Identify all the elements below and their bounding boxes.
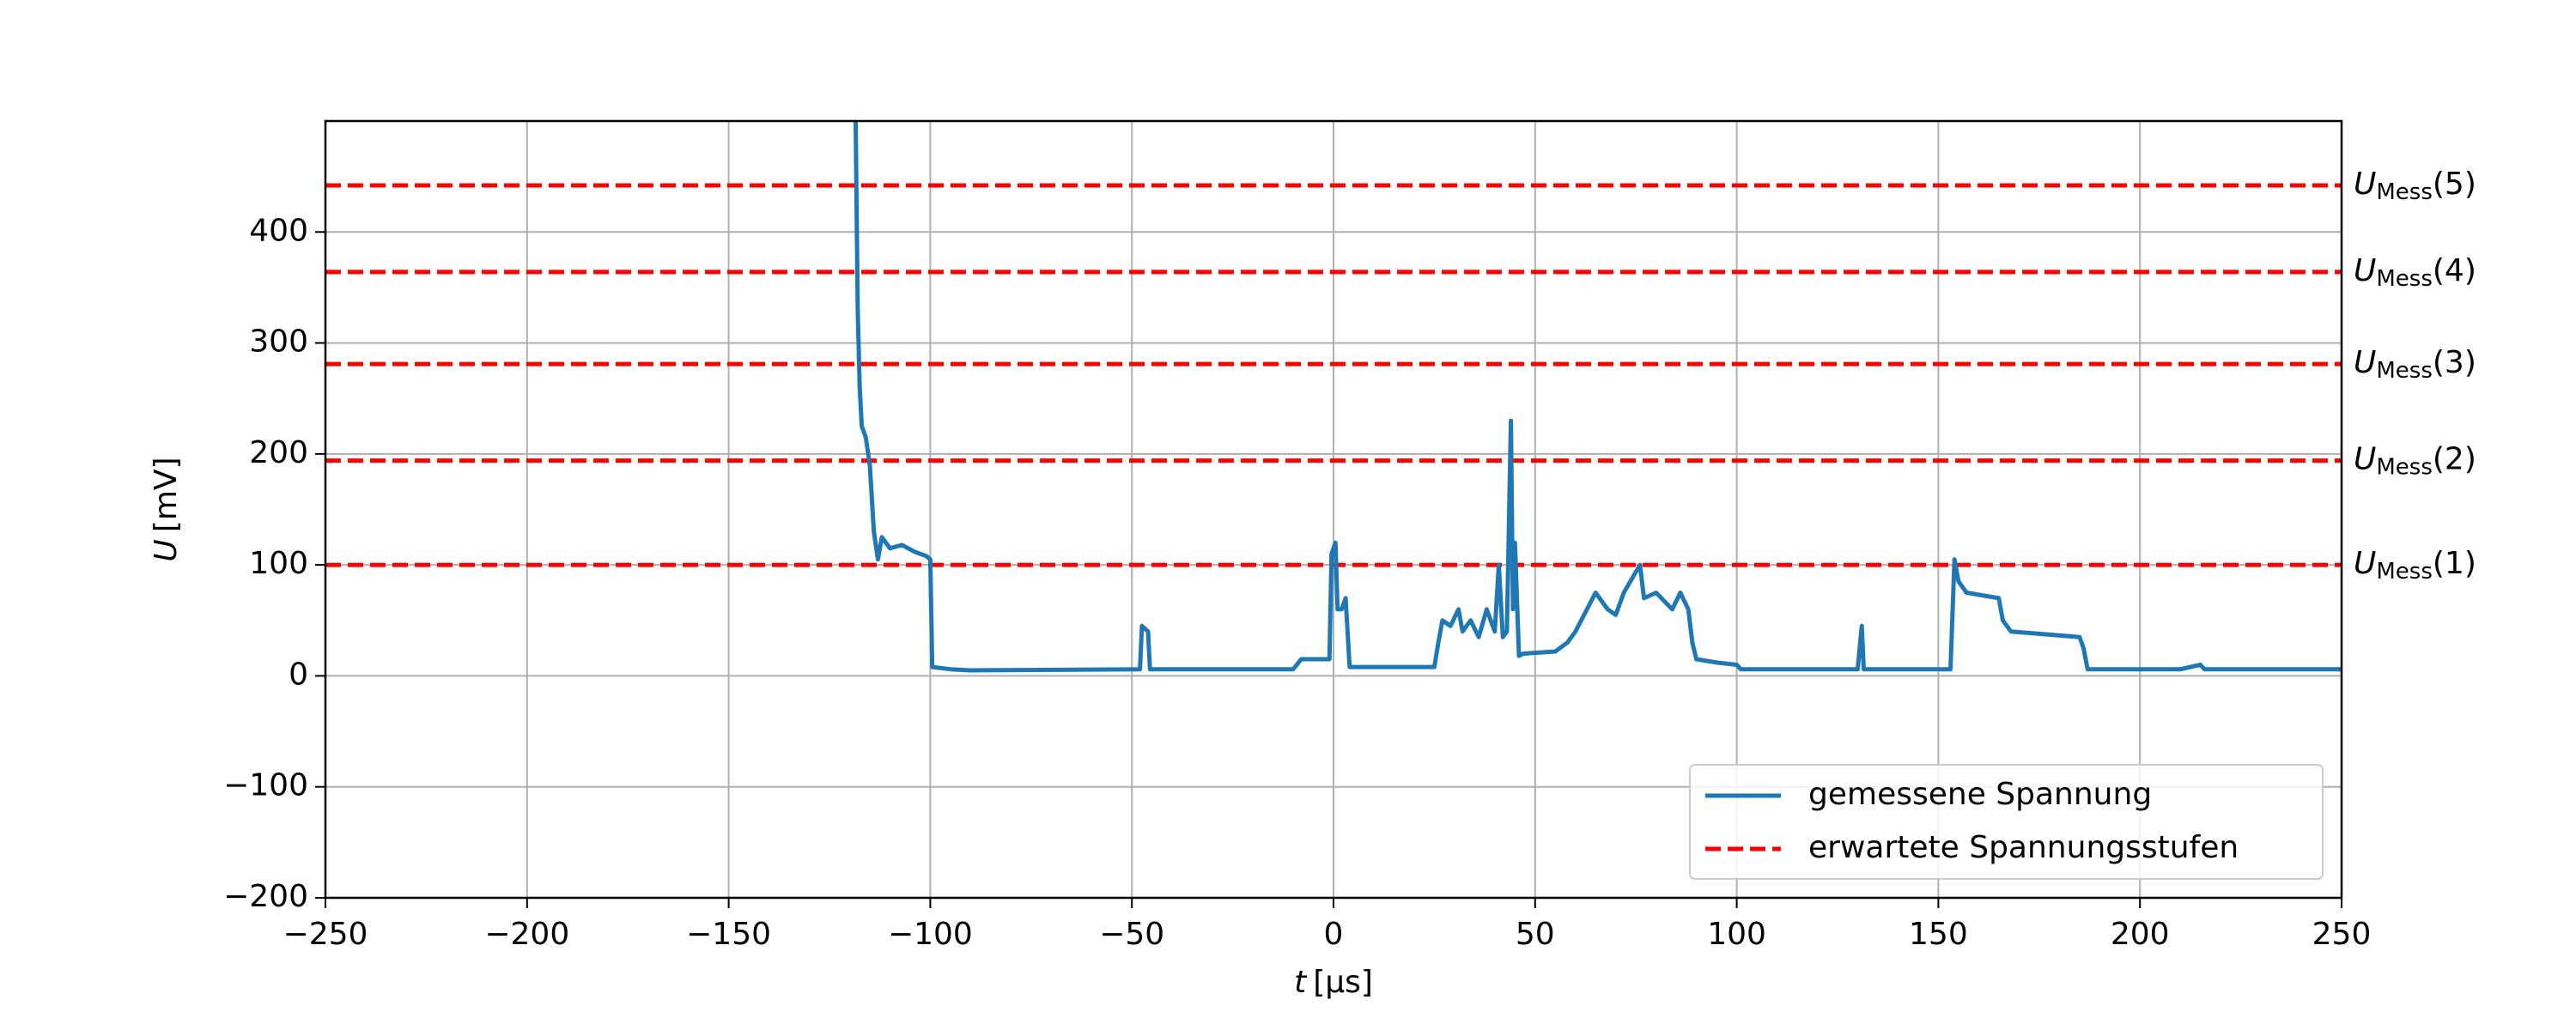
x-tick-label: 100 [1707, 917, 1766, 952]
data-line [854, 121, 2342, 673]
text-part: Mess [2376, 358, 2433, 384]
x-tick-label: 50 [1516, 917, 1555, 952]
text-part: U [149, 539, 184, 561]
x-tick-label: −150 [686, 917, 771, 952]
x-tick-label: 250 [2312, 917, 2372, 952]
y-tick-label: 100 [249, 546, 308, 581]
x-tick-label: −200 [484, 917, 569, 952]
y-axis-label: U [mV] [149, 457, 184, 561]
legend-box [1689, 764, 2324, 880]
y-tick-label: −100 [223, 768, 308, 803]
text-part: U [2354, 253, 2376, 288]
x-tick-label: −100 [888, 917, 973, 952]
text-part: t [1294, 965, 1308, 1000]
text-part: (1) [2433, 546, 2476, 581]
text-part: Mess [2376, 265, 2433, 291]
text-part: (2) [2433, 442, 2476, 477]
x-tick-label: −50 [1099, 917, 1164, 952]
text-part: U [2354, 167, 2376, 202]
text-part: U [2354, 345, 2376, 380]
x-tick-label: 200 [2111, 917, 2170, 952]
text-part: Mess [2376, 179, 2433, 204]
text-part: [mV] [149, 457, 184, 532]
y-tick-label: 400 [249, 213, 308, 248]
x-axis-label: t [µs] [1294, 965, 1373, 1000]
plot-frame [324, 119, 2343, 900]
x-tick-label: 150 [1909, 917, 1968, 952]
reference-label: UMess(2) [2354, 442, 2476, 481]
text-part: Mess [2376, 454, 2433, 480]
y-tick-label: 200 [249, 435, 308, 470]
text-part: (5) [2433, 167, 2476, 202]
text-part: [µs] [1313, 965, 1373, 1000]
reference-label: UMess(3) [2354, 345, 2476, 384]
y-tick-label: −200 [223, 879, 308, 914]
text-part: U [2354, 442, 2376, 477]
reference-label: UMess(5) [2354, 167, 2476, 205]
legend-label: erwartete Spannungsstufen [1808, 830, 2239, 865]
x-tick-label: 0 [1324, 917, 1344, 952]
text-part: U [2354, 546, 2376, 581]
y-tick-label: 0 [289, 657, 308, 692]
legend-label: gemessene Spannung [1808, 777, 2152, 812]
y-tick-label: 300 [249, 324, 308, 360]
text-part: (3) [2433, 345, 2476, 380]
text-part: (4) [2433, 253, 2476, 288]
x-tick-label: −250 [283, 917, 368, 952]
reference-label: UMess(4) [2354, 253, 2476, 292]
reference-label: UMess(1) [2354, 546, 2476, 585]
text-part: Mess [2376, 559, 2433, 585]
